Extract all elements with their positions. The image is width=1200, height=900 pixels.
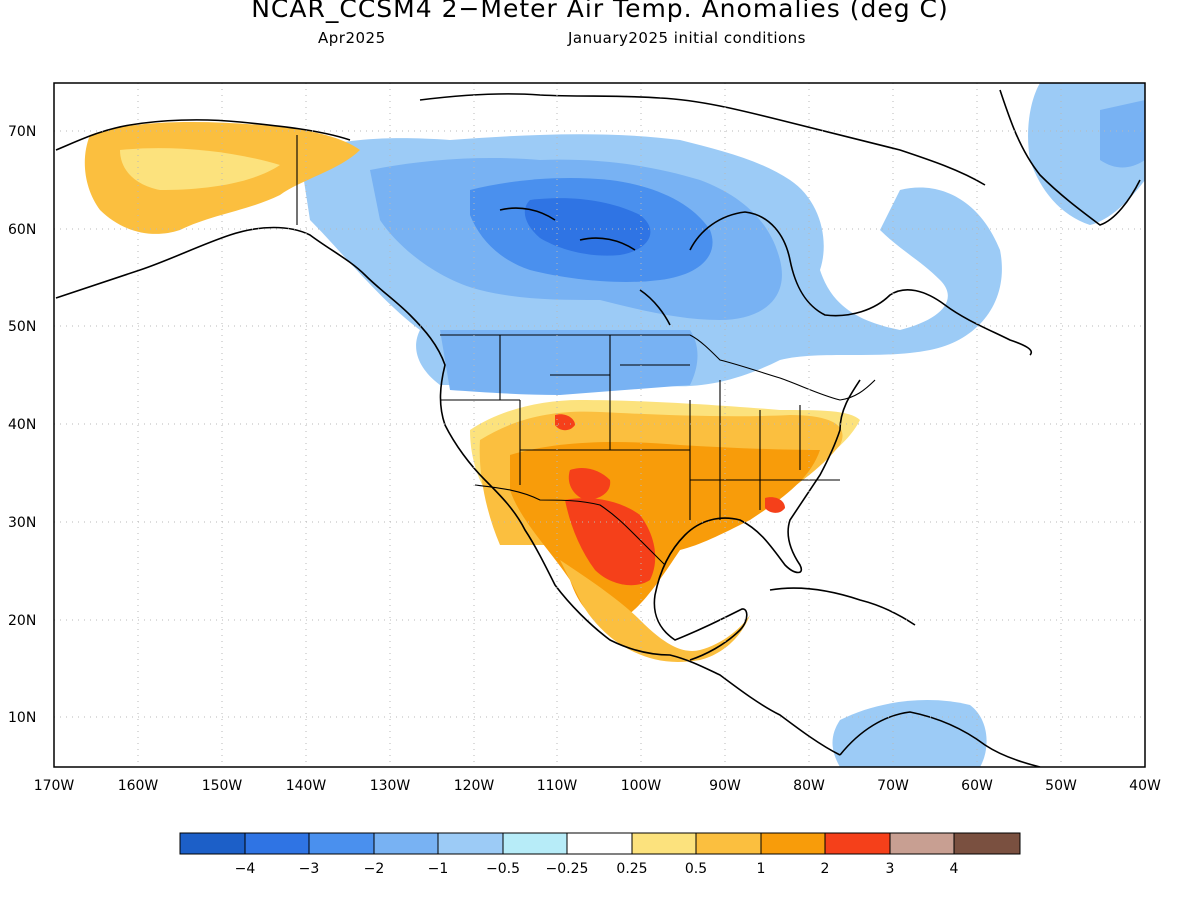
lon-label-90w: 90W <box>709 778 741 794</box>
lon-label-140w: 140W <box>286 778 327 794</box>
anomaly-region-georgia-hot <box>765 497 785 513</box>
lat-label-20n: 20N <box>8 613 36 629</box>
colorbar-label: −0.5 <box>486 861 520 877</box>
map-title: NCAR_CCSM4 2−Meter Air Temp. Anomalies (… <box>251 0 949 23</box>
anomaly-region-mexico-hot <box>565 498 656 586</box>
boundary-us-states <box>440 335 840 520</box>
longitude-labels: 170W 160W 150W 140W 130W 120W 110W 100W … <box>34 778 1161 794</box>
colorbar: −4 −3 −2 −1 −0.5 −0.25 0.25 0.5 1 2 3 4 <box>179 832 1021 877</box>
colorbar-label: 0.5 <box>685 861 707 877</box>
colorbar-label: −0.25 <box>546 861 589 877</box>
colorbar-swatch <box>179 832 246 855</box>
lon-label-60w: 60W <box>961 778 993 794</box>
colorbar-swatch <box>631 832 697 855</box>
colorbar-swatch <box>953 832 1021 855</box>
coastline-south-america <box>839 711 1041 767</box>
colorbar-swatch <box>308 832 375 855</box>
lon-label-40w: 40W <box>1129 778 1161 794</box>
political-boundaries <box>296 135 876 566</box>
colorbar-label: 2 <box>821 861 830 877</box>
lon-label-170w: 170W <box>34 778 75 794</box>
lat-label-30n: 30N <box>8 515 36 531</box>
lon-label-120w: 120W <box>454 778 495 794</box>
anomaly-region-greenland-cold <box>1100 100 1145 168</box>
lon-label-130w: 130W <box>370 778 411 794</box>
lon-label-100w: 100W <box>621 778 662 794</box>
boundary-us-mexico <box>474 484 666 566</box>
colorbar-label: 0.25 <box>616 861 647 877</box>
lon-label-110w: 110W <box>537 778 578 794</box>
map-frame <box>53 82 1146 768</box>
colorbar-swatch <box>760 832 826 855</box>
lat-label-40n: 40N <box>8 417 36 433</box>
lon-label-50w: 50W <box>1045 778 1077 794</box>
colorbar-label: −1 <box>428 861 449 877</box>
colorbar-swatch <box>889 832 955 855</box>
anomaly-region-us-hot <box>510 442 820 623</box>
coastline-pacific <box>55 226 841 756</box>
colorbar-label: 3 <box>886 861 895 877</box>
lat-label-70n: 70N <box>8 124 36 140</box>
grid-lines <box>54 83 1145 767</box>
lon-label-150w: 150W <box>202 778 243 794</box>
anomaly-region-mexico-warm <box>560 560 750 662</box>
lon-label-80w: 80W <box>793 778 825 794</box>
coastline-caribbean <box>769 587 916 626</box>
latitude-labels: 70N 60N 50N 40N 30N 20N 10N <box>8 124 36 726</box>
lat-label-60n: 60N <box>8 222 36 238</box>
colorbar-label: −3 <box>299 861 320 877</box>
colorbar-label: −2 <box>364 861 385 877</box>
colorbar-swatch <box>566 832 633 855</box>
colorbar-label: 1 <box>757 861 766 877</box>
lon-label-160w: 160W <box>118 778 159 794</box>
colorbar-swatch <box>373 832 439 855</box>
coastline-atlantic-gulf <box>653 379 861 661</box>
lat-label-10n: 10N <box>8 710 36 726</box>
coastline-greenland <box>999 89 1141 226</box>
colorbar-label: 4 <box>950 861 959 877</box>
lat-label-50n: 50N <box>8 319 36 335</box>
lon-label-70w: 70W <box>877 778 909 794</box>
anomaly-region-colorado-hot <box>555 414 575 431</box>
colorbar-swatch <box>244 832 310 855</box>
coastline-arctic-islands <box>499 207 671 326</box>
anomaly-region-south-america-cool <box>832 700 987 767</box>
anomaly-field <box>84 83 1145 767</box>
anomaly-region-alaska-mild <box>120 148 280 190</box>
init-conditions-label: January2025 initial conditions <box>568 29 806 47</box>
colorbar-swatch <box>695 832 762 855</box>
coastline-hudson-bay <box>689 211 1032 356</box>
coastline-alaska-north <box>55 119 351 151</box>
anomaly-region-southwest-hot <box>568 468 611 500</box>
coastlines <box>55 89 1141 767</box>
colorbar-swatch <box>824 832 891 855</box>
colorbar-swatch <box>437 832 504 855</box>
valid-month-label: Apr2025 <box>318 29 386 47</box>
coastline-arctic <box>419 93 986 186</box>
colorbar-label: −4 <box>235 861 256 877</box>
boundary-us-canada <box>440 334 876 401</box>
anomaly-region-northern-us <box>440 330 698 395</box>
colorbar-swatch <box>502 832 568 855</box>
